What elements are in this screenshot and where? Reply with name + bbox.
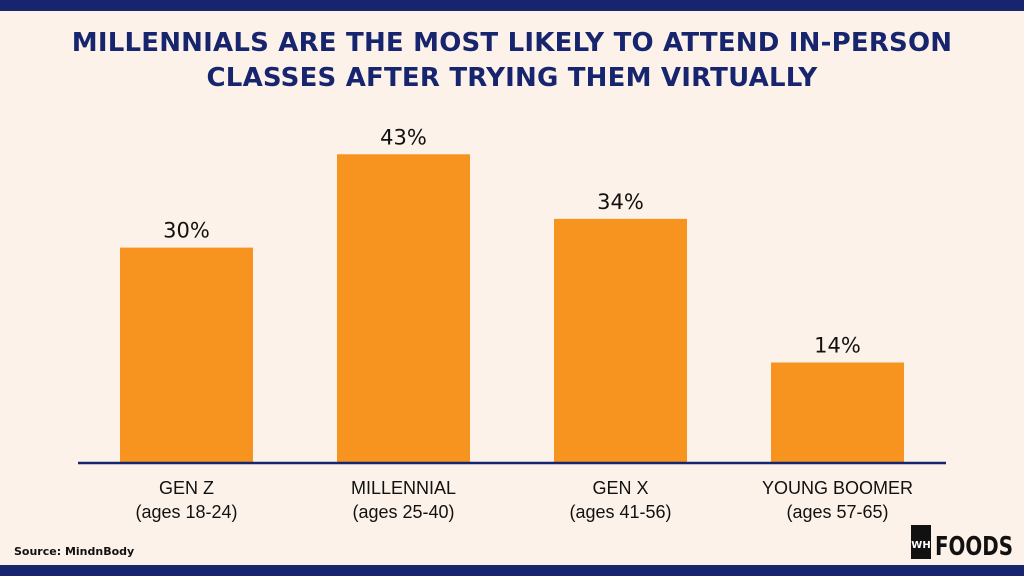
- svg-text:WH: WH: [911, 540, 930, 551]
- source-note: Source: MindnBody: [14, 545, 135, 558]
- category-sublabel: (ages 18-24): [135, 502, 237, 522]
- data-label: 43%: [380, 125, 427, 149]
- wh-foods-logo: WH FOODS: [911, 525, 1013, 561]
- category-label: GEN X: [592, 478, 648, 498]
- category-sublabel: (ages 25-40): [352, 502, 454, 522]
- data-label: 34%: [597, 190, 644, 214]
- bottom-border-bar: [0, 565, 1024, 576]
- bar: [771, 362, 904, 463]
- top-border-bar: [0, 0, 1024, 11]
- bar: [337, 154, 470, 463]
- category-label: YOUNG BOOMER: [762, 478, 913, 498]
- category-label: GEN Z: [159, 478, 214, 498]
- category-sublabel: (ages 41-56): [569, 502, 671, 522]
- bar: [554, 218, 687, 463]
- category-sublabel: (ages 57-65): [786, 502, 888, 522]
- data-label: 30%: [163, 219, 210, 243]
- category-label: MILLENNIAL: [351, 478, 456, 498]
- data-label: 14%: [814, 333, 861, 357]
- bar: [120, 247, 253, 463]
- chart-title: MILLENNIALS ARE THE MOST LIKELY TO ATTEN…: [71, 28, 953, 93]
- svg-text:FOODS: FOODS: [935, 532, 1013, 561]
